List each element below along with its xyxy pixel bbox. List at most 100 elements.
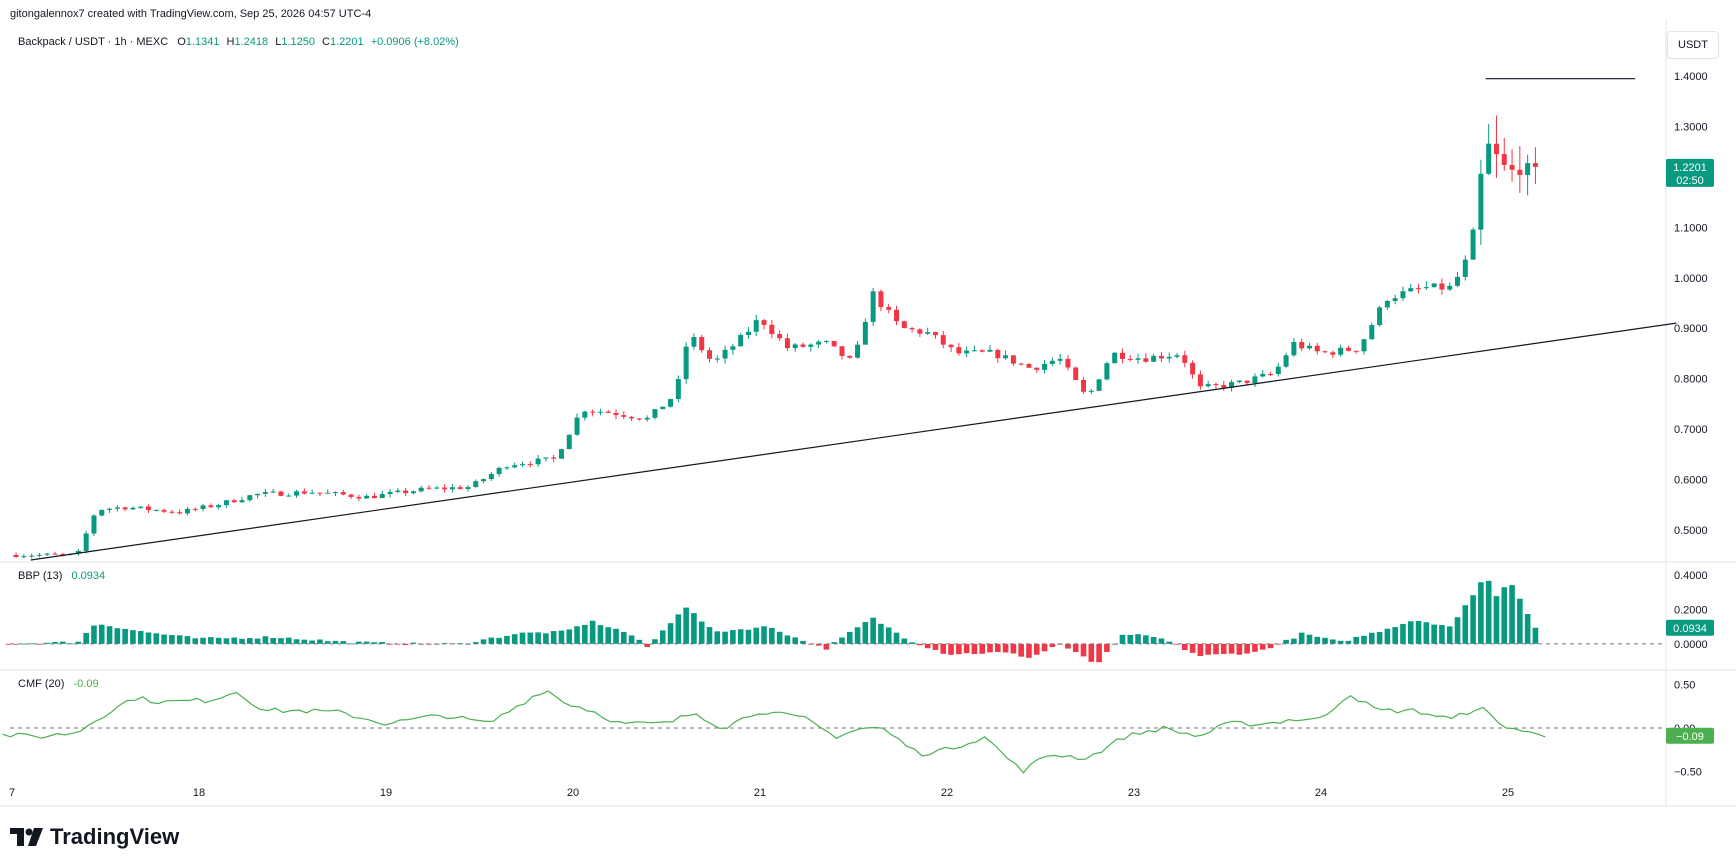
bbp-bar[interactable] <box>706 627 713 644</box>
bbp-bar[interactable] <box>589 620 596 644</box>
bbp-bar[interactable] <box>36 643 43 645</box>
bbp-bar[interactable] <box>215 637 222 644</box>
bbp-bar[interactable] <box>574 626 580 644</box>
bbp-bar[interactable] <box>122 628 128 644</box>
candle-body[interactable] <box>138 506 144 508</box>
bbp-bar[interactable] <box>223 638 230 644</box>
bbp-bar[interactable] <box>200 637 206 644</box>
bbp-bar[interactable] <box>1236 643 1243 655</box>
candle-body[interactable] <box>481 479 487 482</box>
candle-body[interactable] <box>286 495 292 497</box>
candle-body[interactable] <box>1151 355 1157 362</box>
bbp-bar[interactable] <box>839 637 845 644</box>
bbp-bar[interactable] <box>940 643 947 654</box>
bbp-bar[interactable] <box>1431 624 1437 644</box>
candle-body[interactable] <box>1205 384 1211 387</box>
candle-body[interactable] <box>348 494 354 497</box>
candle-body[interactable] <box>1455 276 1461 286</box>
candle-body[interactable] <box>114 507 120 509</box>
bbp-bar[interactable] <box>1369 632 1375 644</box>
bbp-bar[interactable] <box>1182 643 1188 650</box>
bbp-bar[interactable] <box>511 634 518 644</box>
candle-body[interactable] <box>660 406 666 410</box>
bbp-bar[interactable] <box>1205 643 1211 655</box>
candle-body[interactable] <box>122 507 128 510</box>
candle-body[interactable] <box>1026 364 1032 368</box>
candle-body[interactable] <box>208 505 214 508</box>
bbp-bar[interactable] <box>543 633 549 644</box>
candle-body[interactable] <box>1470 229 1476 260</box>
bbp-bar[interactable] <box>1361 635 1367 644</box>
candle-body[interactable] <box>496 467 502 474</box>
candle-body[interactable] <box>1462 259 1468 277</box>
bbp-bar[interactable] <box>745 629 752 644</box>
bbp-bar[interactable] <box>137 631 144 644</box>
candle-body[interactable] <box>574 417 580 435</box>
bbp-bar[interactable] <box>192 638 199 644</box>
bbp-bar[interactable] <box>130 630 136 644</box>
candle-body[interactable] <box>75 550 81 554</box>
candle-body[interactable] <box>169 511 175 513</box>
candle-body[interactable] <box>216 505 222 508</box>
candle-body[interactable] <box>621 415 627 417</box>
candle-body[interactable] <box>816 341 822 345</box>
bbp-bar[interactable] <box>979 643 986 654</box>
bbp-bar[interactable] <box>878 623 884 644</box>
bbp-bar[interactable] <box>363 641 370 644</box>
candle-body[interactable] <box>1010 355 1016 364</box>
bbp-bar[interactable] <box>784 635 791 644</box>
candle-body[interactable] <box>1182 355 1188 363</box>
candle-body[interactable] <box>130 507 136 510</box>
symbol-name[interactable]: Backpack / USDT · 1h · MEXC <box>18 36 169 48</box>
candle-body[interactable] <box>231 500 237 503</box>
bbp-bar[interactable] <box>161 634 167 644</box>
bbp-bar[interactable] <box>1517 598 1523 644</box>
candle-body[interactable] <box>964 350 970 354</box>
bbp-bar[interactable] <box>761 626 767 644</box>
bbp-bar[interactable] <box>309 640 315 644</box>
candle-body[interactable] <box>184 508 190 514</box>
candle-body[interactable] <box>465 487 471 490</box>
candle-body[interactable] <box>1197 374 1203 387</box>
bbp-bar[interactable] <box>582 624 588 644</box>
candle-body[interactable] <box>1369 325 1375 340</box>
bbp-bar[interactable] <box>737 629 744 644</box>
candle-body[interactable] <box>1431 283 1437 288</box>
bbp-bar[interactable] <box>1143 635 1149 644</box>
bbp-bar[interactable] <box>1150 636 1157 644</box>
bbp-bar[interactable] <box>13 643 19 645</box>
candle-body[interactable] <box>948 344 954 348</box>
bbp-bar[interactable] <box>1470 595 1476 644</box>
bbp-bar[interactable] <box>324 641 331 644</box>
bbp-bar[interactable] <box>1018 643 1024 657</box>
bbp-bar[interactable] <box>153 633 160 644</box>
candle-body[interactable] <box>1034 367 1040 370</box>
candle-body[interactable] <box>761 320 767 325</box>
candle-body[interactable] <box>1081 379 1087 392</box>
candle-body[interactable] <box>1260 373 1266 377</box>
candle-body[interactable] <box>1158 355 1164 359</box>
candle-body[interactable] <box>1275 366 1281 375</box>
candle-body[interactable] <box>255 493 261 496</box>
bbp-bar[interactable] <box>1158 638 1165 644</box>
candle-body[interactable] <box>371 495 377 499</box>
candle-body[interactable] <box>590 411 596 413</box>
bbp-bar[interactable] <box>1478 582 1484 644</box>
bbp-bar[interactable] <box>698 621 705 644</box>
bbp-bar[interactable] <box>636 639 643 644</box>
candle-body[interactable] <box>535 458 541 465</box>
bbp-bar[interactable] <box>1298 632 1305 644</box>
candle-body[interactable] <box>1174 355 1180 357</box>
bbp-bar[interactable] <box>231 637 238 644</box>
bbp-bar[interactable] <box>1314 636 1321 644</box>
bbp-bar[interactable] <box>1220 643 1227 654</box>
candle-body[interactable] <box>504 467 510 469</box>
candle-body[interactable] <box>1073 367 1079 380</box>
bbp-bar[interactable] <box>776 631 783 644</box>
candle-body[interactable] <box>1042 363 1048 370</box>
candle-body[interactable] <box>1478 173 1484 230</box>
bbp-bar[interactable] <box>815 643 822 646</box>
candle-body[interactable] <box>449 487 455 490</box>
candle-body[interactable] <box>808 344 814 347</box>
candle-body[interactable] <box>839 346 845 356</box>
